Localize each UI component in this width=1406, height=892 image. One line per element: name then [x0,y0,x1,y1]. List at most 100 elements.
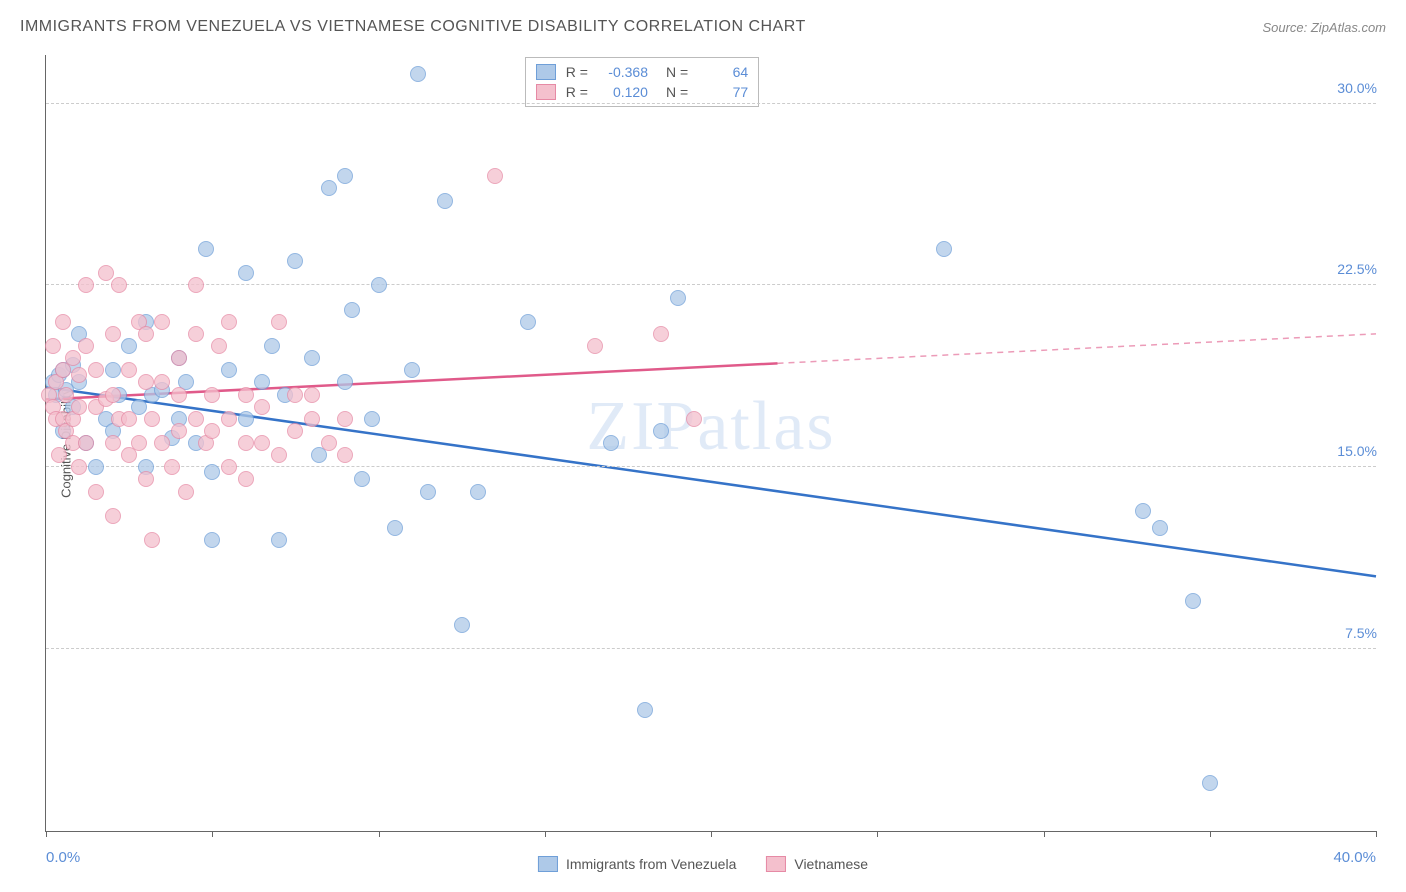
data-point [238,471,254,487]
data-point [221,411,237,427]
data-point [371,277,387,293]
y-tick-label: 7.5% [1341,625,1381,641]
data-point [78,338,94,354]
legend-series-name: Vietnamese [794,856,868,872]
data-point [304,387,320,403]
data-point [238,411,254,427]
data-point [221,362,237,378]
data-point [670,290,686,306]
data-point [51,447,67,463]
data-point [254,374,270,390]
x-tick [1376,831,1377,837]
gridline [46,466,1376,467]
data-point [71,367,87,383]
data-point [71,459,87,475]
data-point [271,447,287,463]
data-point [637,702,653,718]
data-point [65,350,81,366]
data-point [154,314,170,330]
data-point [88,484,104,500]
data-point [71,399,87,415]
data-point [454,617,470,633]
data-point [1152,520,1168,536]
data-point [254,399,270,415]
data-point [105,508,121,524]
data-point [204,423,220,439]
data-point [111,277,127,293]
data-point [337,168,353,184]
data-point [287,253,303,269]
data-point [58,387,74,403]
data-point [188,326,204,342]
data-point [88,459,104,475]
legend-row: R =-0.368N =64 [536,62,748,82]
legend-series: Immigrants from Venezuela Vietnamese [538,856,868,872]
data-point [138,471,154,487]
data-point [936,241,952,257]
data-point [221,314,237,330]
data-point [603,435,619,451]
legend-r-label: R = [566,84,588,100]
x-tick [711,831,712,837]
plot-area: ZIPatlas Cognitive Disability 0.0% 40.0%… [45,55,1376,832]
data-point [178,484,194,500]
data-point [271,532,287,548]
data-point [437,193,453,209]
y-tick-label: 15.0% [1333,443,1381,459]
data-point [321,435,337,451]
legend-series-name: Immigrants from Venezuela [566,856,736,872]
data-point [105,387,121,403]
data-point [238,265,254,281]
data-point [98,265,114,281]
data-point [171,387,187,403]
data-point [105,362,121,378]
data-point [287,423,303,439]
data-point [1185,593,1201,609]
data-point [520,314,536,330]
data-point [304,411,320,427]
x-tick [1044,831,1045,837]
watermark: ZIPatlas [586,387,835,467]
data-point [364,411,380,427]
data-point [686,411,702,427]
data-point [653,326,669,342]
gridline [46,103,1376,104]
data-point [271,314,287,330]
data-point [487,168,503,184]
legend-r-value: 0.120 [598,84,648,100]
x-tick [545,831,546,837]
data-point [238,387,254,403]
data-point [387,520,403,536]
legend-correlation: R =-0.368N =64R =0.120N =77 [525,57,759,107]
data-point [105,435,121,451]
data-point [121,362,137,378]
x-tick [46,831,47,837]
data-point [78,277,94,293]
data-point [154,374,170,390]
data-point [154,435,170,451]
legend-item: Immigrants from Venezuela [538,856,736,872]
data-point [410,66,426,82]
data-point [188,411,204,427]
data-point [55,314,71,330]
source-label: Source: ZipAtlas.com [1262,20,1386,35]
data-point [204,532,220,548]
data-point [138,374,154,390]
data-point [337,411,353,427]
data-point [105,326,121,342]
data-point [653,423,669,439]
data-point [1202,775,1218,791]
data-point [144,532,160,548]
data-point [287,387,303,403]
data-point [171,423,187,439]
legend-swatch [536,84,556,100]
data-point [121,411,137,427]
data-point [354,471,370,487]
data-point [88,362,104,378]
data-point [264,338,280,354]
data-point [221,459,237,475]
legend-item: Vietnamese [766,856,868,872]
legend-n-label: N = [666,64,688,80]
x-axis-min-label: 0.0% [46,849,80,866]
data-point [1135,503,1151,519]
